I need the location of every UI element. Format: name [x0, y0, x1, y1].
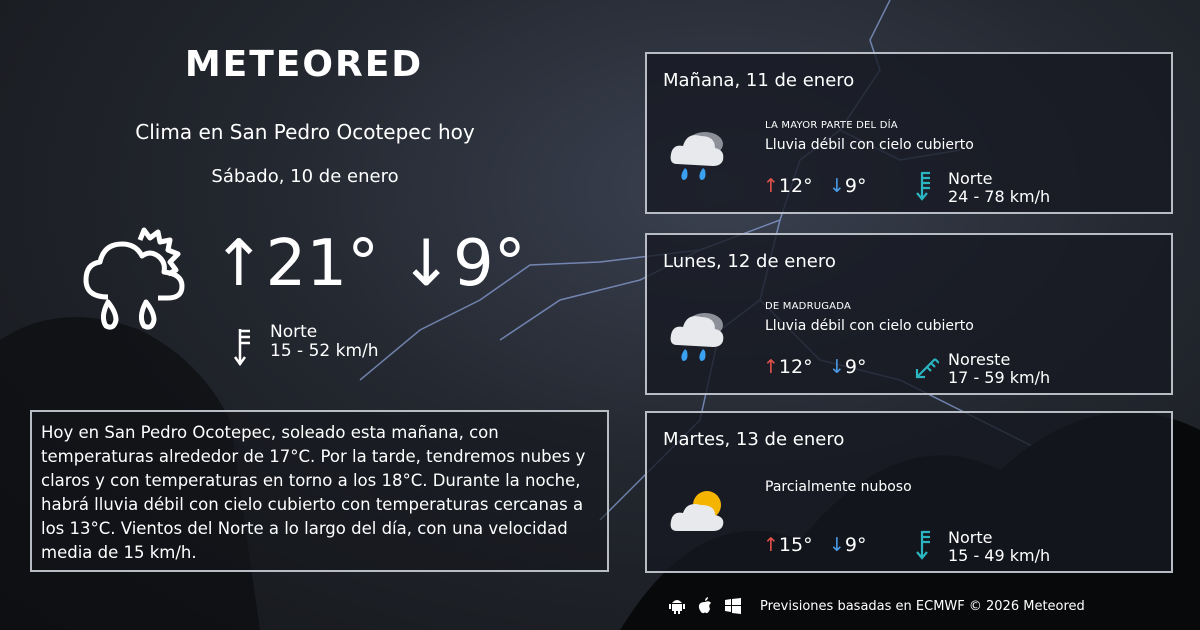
partly-cloudy-icon [670, 491, 724, 531]
page-title: Clima en San Pedro Ocotepec hoy [135, 120, 475, 144]
today-description: Hoy en San Pedro Ocotepec, soleado esta … [30, 410, 609, 572]
low-arrow-icon: ↓ [829, 175, 845, 197]
rain-cloud-icon [670, 132, 724, 180]
forecast-low: 9° [844, 534, 867, 556]
forecast-card-day-2[interactable]: Lunes, 12 de enero DE MADRUGADA Lluvia d… [645, 233, 1173, 395]
forecast-low: 9° [844, 175, 867, 197]
forecast-wind-direction: Norte [948, 169, 993, 188]
forecast-day: Mañana, 11 de enero [663, 70, 855, 91]
today-wind-speed: 15 - 52 km/h [270, 341, 379, 361]
wind-northeast-icon [915, 358, 939, 379]
meteored-logo: METEORED [184, 44, 424, 85]
current-date: Sábado, 10 de enero [211, 166, 399, 187]
forecast-condition: Lluvia débil con cielo cubierto [765, 137, 974, 153]
forecast-wind-speed: 24 - 78 km/h [948, 187, 1051, 206]
forecast-card-day-3[interactable]: Martes, 13 de enero Parcialmente nuboso … [645, 411, 1173, 573]
forecast-day: Lunes, 12 de enero [663, 251, 836, 272]
today-temperatures: ↑21° ↓9° [212, 228, 526, 300]
forecast-high: 12° [778, 175, 813, 197]
wind-north-icon [916, 171, 930, 201]
low-arrow-icon: ↓ [829, 356, 845, 378]
today-wind: Norte 15 - 52 km/h [232, 322, 379, 367]
forecast-wind-direction: Noreste [948, 350, 1011, 369]
forecast-card-day-1[interactable]: Mañana, 11 de enero LA MAYOR PARTE DEL D… [645, 52, 1173, 214]
footer: Previsiones basadas en ECMWF © 2026 Mete… [668, 596, 1085, 616]
forecast-day: Martes, 13 de enero [663, 429, 845, 450]
high-arrow-icon: ↑ [763, 175, 779, 197]
forecast-wind-speed: 17 - 59 km/h [948, 368, 1051, 387]
footer-credits: Previsiones basadas en ECMWF © 2026 Mete… [760, 598, 1085, 614]
forecast-condition: Parcialmente nuboso [765, 479, 912, 495]
rain-partly-sunny-icon [83, 227, 185, 330]
high-arrow-icon: ↑ [763, 356, 779, 378]
wind-north-icon [233, 329, 250, 367]
forecast-period: LA MAYOR PARTE DEL DÍA [765, 120, 898, 131]
apple-icon[interactable] [696, 597, 714, 615]
rain-cloud-icon [670, 313, 724, 361]
forecast-condition: Lluvia débil con cielo cubierto [765, 318, 974, 334]
forecast-wind-direction: Norte [948, 528, 993, 547]
android-icon[interactable] [668, 597, 686, 615]
forecast-high: 15° [778, 534, 813, 556]
today-low: ↓9° [399, 227, 526, 301]
today-wind-direction: Norte [270, 322, 318, 342]
forecast-wind-speed: 15 - 49 km/h [948, 546, 1051, 565]
today-high: ↑21° [212, 227, 380, 301]
forecast-low: 9° [844, 356, 867, 378]
high-arrow-icon: ↑ [763, 534, 779, 556]
low-arrow-icon: ↓ [829, 534, 845, 556]
wind-north-icon [916, 530, 930, 560]
forecast-period: DE MADRUGADA [765, 301, 851, 312]
windows-icon[interactable] [724, 597, 742, 615]
forecast-high: 12° [778, 356, 813, 378]
